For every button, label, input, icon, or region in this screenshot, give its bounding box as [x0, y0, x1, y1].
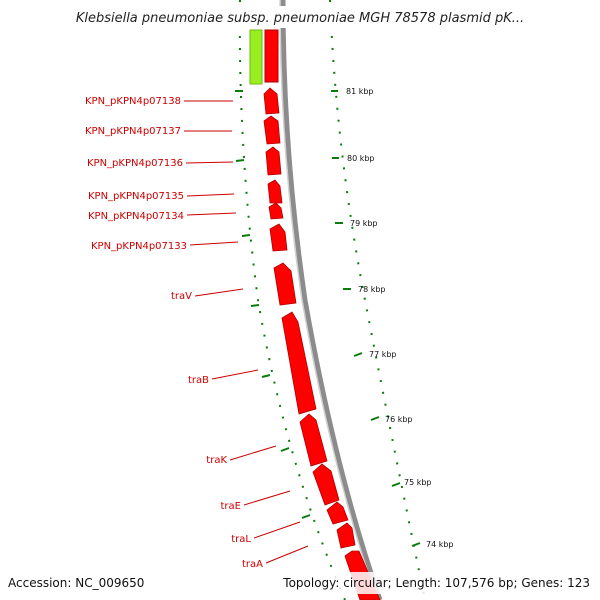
gene-arrow-traA: [336, 522, 356, 549]
tick-ring-inner: [238, 0, 346, 600]
gene-label: KPN_pKPN4p07133: [91, 241, 187, 252]
tick-label-78: 78 kbp: [358, 285, 386, 294]
map-title: Klebsiella pneumoniae subsp. pneumoniae …: [76, 11, 524, 26]
gene-label: traE: [221, 501, 241, 512]
footer-backing: [0, 572, 600, 594]
gene-arrow-traE: [312, 463, 340, 506]
gene-arrow-pKPN4p07137: [263, 115, 281, 145]
tick-label-81: 81 kbp: [346, 87, 374, 96]
kbp-tick-labels: 81 kbp 80 kbp 79 kbp 78 kbp 77 kbp 76 kb…: [346, 87, 454, 549]
inner-ticks: [235, 90, 311, 519]
tick-label-75: 75 kbp: [404, 478, 432, 487]
gene-label: KPN_pKPN4p07138: [85, 96, 181, 107]
gene-label: traL: [231, 534, 251, 545]
tick-label-77: 77 kbp: [369, 350, 397, 359]
backbone-arc: [280, 0, 383, 600]
gene-label: traB: [188, 375, 209, 386]
tick-label-76: 76 kbp: [385, 415, 413, 424]
gene-arrow-pKPN4p07134: [268, 202, 284, 220]
gene-arrow-pKPN4p07133: [269, 223, 288, 252]
gene-label: KPN_pKPN4p07134: [88, 211, 184, 222]
gene-bar-top: [264, 29, 279, 83]
gene-arrow-pKPN4p07136: [265, 146, 282, 176]
leader-lines: [184, 100, 309, 564]
gene-label: traA: [242, 559, 263, 570]
gene-arrow-traL: [326, 501, 349, 525]
gene-arrows: [263, 87, 381, 600]
gene-label: traK: [206, 455, 227, 466]
gene-label: KPN_pKPN4p07137: [85, 126, 181, 137]
gene-labels: KPN_pKPN4p07138 KPN_pKPN4p07137 KPN_pKPN…: [85, 96, 263, 570]
tick-label-74: 74 kbp: [426, 540, 454, 549]
tick-label-80: 80 kbp: [347, 154, 375, 163]
gene-arrow-traB: [281, 311, 317, 415]
gene-arrow-pKPN4p07135: [267, 179, 283, 204]
kbp-ticks: [331, 90, 421, 547]
backbone-arc-highlight: [279, 0, 378, 600]
gene-label: KPN_pKPN4p07136: [87, 158, 183, 169]
gene-arrow-pKPN4p07138: [263, 87, 280, 115]
topology-summary: Topology: circular; Length: 107,576 bp; …: [282, 576, 590, 590]
gene-arrow-traK: [299, 413, 328, 467]
gene-label: KPN_pKPN4p07135: [88, 191, 184, 202]
accession-label: Accession: NC_009650: [8, 576, 144, 590]
feature-green-arrow: [249, 29, 263, 85]
tick-label-79: 79 kbp: [350, 219, 378, 228]
gene-label: traV: [171, 291, 192, 302]
title-backing: [55, 6, 545, 28]
gene-arrow-traV: [273, 262, 297, 306]
